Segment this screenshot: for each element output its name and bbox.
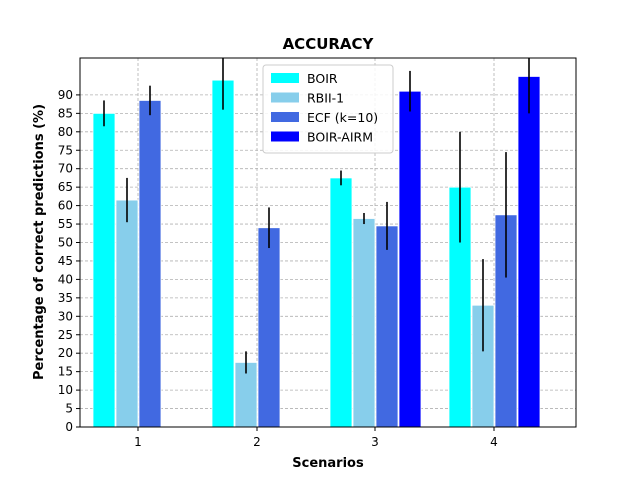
y-tick-label-18: 90 (58, 88, 73, 102)
y-tick-label-16: 80 (58, 125, 73, 139)
bar-series0-cat0 (92, 112, 116, 428)
x-tick-label-2: 3 (371, 435, 379, 449)
y-tick-label-0: 0 (65, 420, 73, 434)
y-tick-label-10: 50 (58, 236, 73, 250)
y-tick-label-3: 15 (58, 365, 73, 379)
y-tick-label-17: 85 (58, 106, 73, 120)
error-bars (103, 58, 530, 374)
y-tick-label-11: 55 (58, 217, 73, 231)
bars (92, 76, 541, 428)
legend-label-1: RBII-1 (307, 91, 344, 106)
y-tick-label-9: 45 (58, 254, 73, 268)
y-tick-label-7: 35 (58, 291, 73, 305)
legend-label-2: ECF (k=10) (307, 110, 378, 125)
legend-box (262, 64, 394, 154)
y-tick-label-1: 5 (65, 402, 73, 416)
bar-series2-cat0 (138, 100, 162, 428)
y-tick-label-2: 10 (58, 383, 73, 397)
y-axis-ticks: 0 5 10 15 20 25 30 35 40 45 50 55 60 65 70 75 80 85 90 (58, 88, 80, 434)
legend-swatch-1 (271, 92, 299, 103)
x-axis-ticks: 1 2 3 4 (134, 427, 498, 449)
bar-series0-cat1 (211, 79, 235, 428)
y-tick-label-8: 40 (58, 272, 73, 286)
x-tick-label-0: 1 (134, 435, 142, 449)
x-tick-label-3: 4 (490, 435, 498, 449)
y-tick-label-4: 20 (58, 346, 73, 360)
bar-series3-cat2 (398, 90, 422, 428)
bar-series3-cat3 (517, 76, 541, 428)
legend: BOIR RBII-1 ECF (k=10) BOIR-AIRM (262, 64, 394, 154)
y-tick-label-15: 75 (58, 143, 73, 157)
y-axis-label: Percentage of correct predictions (%) (32, 104, 47, 380)
y-tick-label-12: 60 (58, 199, 73, 213)
y-tick-label-13: 65 (58, 180, 73, 194)
bar-series2-cat2 (375, 225, 399, 428)
x-axis-label: Scenarios (292, 456, 364, 471)
chart-title: ACCURACY (283, 35, 375, 53)
bar-series0-cat2 (329, 177, 353, 428)
bar-series1-cat0 (115, 199, 139, 428)
legend-label-0: BOIR (307, 71, 338, 86)
y-tick-label-6: 30 (58, 309, 73, 323)
legend-label-3: BOIR-AIRM (307, 130, 373, 145)
legend-swatch-2 (271, 112, 299, 122)
y-tick-label-5: 25 (58, 328, 73, 342)
x-tick-label-1: 2 (253, 435, 261, 449)
bar-series1-cat2 (352, 218, 376, 428)
legend-swatch-0 (271, 73, 299, 83)
bar-series2-cat1 (257, 227, 281, 428)
y-tick-label-14: 70 (58, 162, 73, 176)
legend-swatch-3 (271, 131, 299, 142)
